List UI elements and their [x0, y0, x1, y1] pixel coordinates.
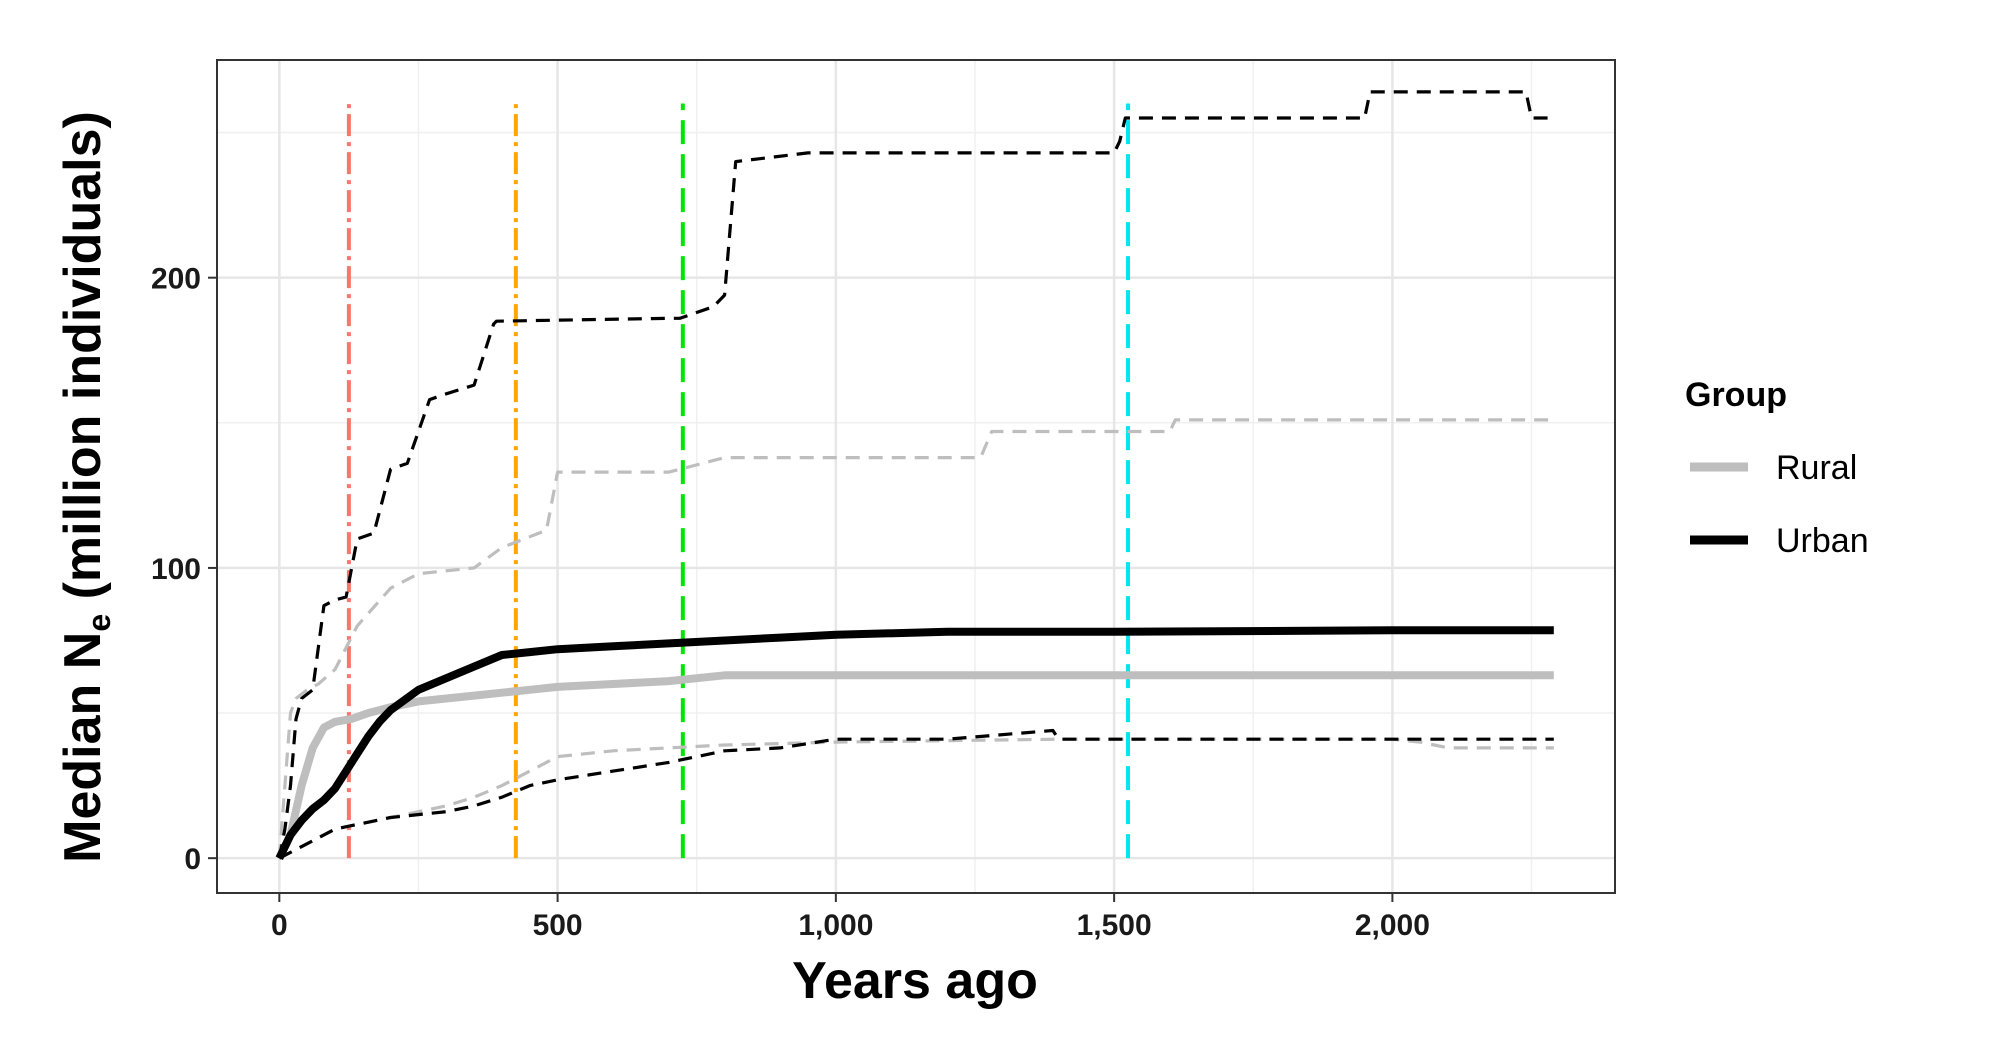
legend-label-urban: Urban	[1776, 522, 1869, 560]
y-tick-label: 0	[184, 843, 201, 876]
legend-title: Group	[1685, 376, 1787, 414]
y-axis-title-rest: (million individuals)	[54, 111, 112, 614]
y-tick-label: 100	[151, 553, 201, 586]
grid	[217, 60, 1615, 893]
x-tick-label: 1,500	[1077, 909, 1152, 942]
x-tick-label: 500	[533, 909, 583, 942]
series-line-urban-lower	[278, 728, 1554, 860]
y-tick-label: 200	[151, 263, 201, 296]
y-axis-title-subscript: e	[81, 614, 117, 632]
legend-label-rural: Rural	[1776, 449, 1857, 487]
x-axis-ticks: 0 500 1,000 1,500 2,000	[271, 893, 1430, 942]
x-tick-label: 0	[271, 909, 288, 942]
series-line-rural-median	[275, 671, 1554, 860]
x-tick-label: 1,000	[798, 909, 873, 942]
plot-panel-border	[216, 59, 1616, 894]
y-axis-title-main: Median N	[54, 632, 112, 863]
series-line-urban-upper	[277, 90, 1554, 859]
y-axis-title: Median Ne (million individuals)	[54, 111, 117, 863]
legend: Group Rural Urban	[1685, 376, 1869, 560]
series-lines	[275, 90, 1554, 860]
y-axis-ticks: 0 100 200	[151, 263, 217, 876]
x-tick-label: 2,000	[1355, 909, 1430, 942]
reference-lines	[346, 103, 1131, 859]
x-axis-title: Years ago	[792, 952, 1038, 1010]
series-line-urban-median	[275, 626, 1554, 860]
